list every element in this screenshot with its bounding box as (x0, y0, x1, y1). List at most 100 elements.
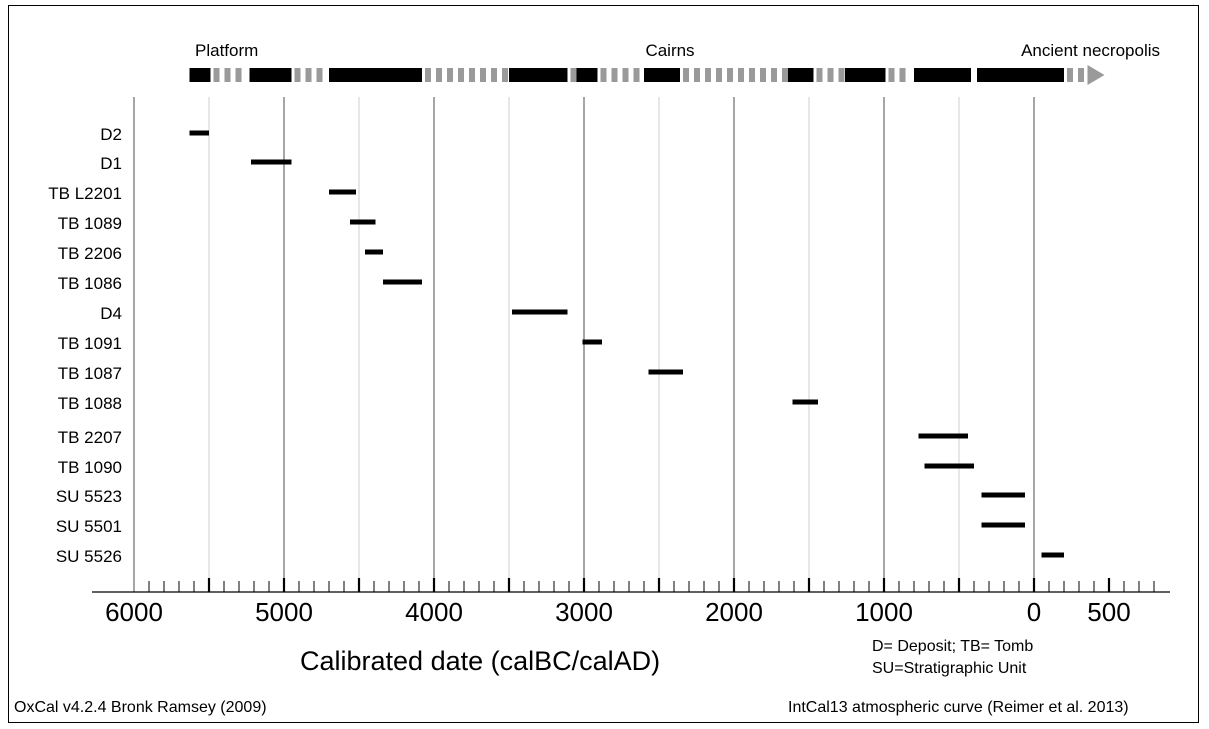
phase-labels: Platform Cairns Ancient necropolis (195, 41, 1160, 60)
phase-bar-dash (749, 68, 755, 82)
phase-bar-dash (782, 68, 788, 82)
sample-label: D1 (100, 154, 122, 173)
sample-label: TB 1091 (58, 334, 122, 353)
sample-label: TB 1086 (58, 274, 122, 293)
phase-bar-dash (1078, 68, 1084, 82)
phase-bar-solid-segment (644, 68, 680, 82)
phase-bar-dash (705, 68, 711, 82)
phase-bar-solid-segment (977, 68, 1064, 82)
x-tick-label: 0 (1027, 597, 1041, 627)
phase-bar-dash (447, 68, 453, 82)
date-range-bar (383, 279, 422, 285)
phase-bar-solid-segment (576, 68, 598, 82)
sample-label: D2 (100, 125, 122, 144)
phase-bar-dash (760, 68, 766, 82)
phase-bar-solid-segment (788, 68, 814, 82)
date-range-bar (1041, 552, 1064, 558)
phase-bar-dash (827, 68, 834, 82)
footer-calibration-curve: IntCal13 atmospheric curve (Reimer et al… (788, 699, 1129, 716)
phase-label: Cairns (645, 41, 694, 60)
x-tick-label: 500 (1087, 597, 1130, 627)
phase-bar-solid-segment (249, 68, 292, 82)
sample-label: TB 2207 (58, 428, 122, 447)
x-axis-title: Calibrated date (calBC/calAD) (300, 646, 661, 676)
date-range-bar (924, 463, 974, 469)
sample-label: TB L2201 (48, 184, 122, 203)
phase-bar-solid-segment (329, 68, 422, 82)
phase-bar-dash (633, 68, 640, 82)
sample-label: SU 5526 (56, 547, 122, 566)
x-tick-label: 3000 (555, 597, 613, 627)
sample-label: TB 2206 (58, 244, 122, 263)
date-ranges: D2 D1 TB L2201 TB 1089 TB 2206 TB 1086 D4 TB 10… (48, 125, 1064, 566)
date-range-bar (792, 399, 818, 405)
legend-note-deposit-tomb: D= Deposit; TB= Tomb (872, 638, 1034, 655)
phase-bar-dash (213, 68, 220, 82)
date-range-bar (189, 130, 209, 136)
date-range-bar (350, 219, 376, 225)
phase-bar-dash (469, 68, 475, 82)
sample-label: TB 1090 (58, 458, 122, 477)
x-tick-label: 5000 (255, 597, 313, 627)
phase-bar-solid-segment (845, 68, 886, 82)
phase-bar-dash (235, 68, 242, 82)
phase-bar-arrow-icon (1087, 65, 1105, 85)
date-range-bar (251, 159, 292, 165)
phase-bar-dash (224, 68, 231, 82)
gridlines (133, 97, 1035, 592)
phase-bar-dash (838, 68, 845, 82)
sample-label: SU 5523 (56, 487, 122, 506)
x-tick-label: 6000 (105, 597, 163, 627)
date-range-bar (582, 339, 602, 345)
x-axis: 6000 5000 4000 3000 2000 1000 0 500 (92, 578, 1170, 627)
sample-label: D4 (100, 304, 122, 323)
date-range-bar (329, 189, 356, 195)
x-tick-label: 2000 (705, 597, 763, 627)
phase-bar-dash (738, 68, 744, 82)
sample-label: TB 1089 (58, 214, 122, 233)
date-range-bar (648, 369, 683, 375)
sample-label: TB 1087 (58, 364, 122, 383)
phase-bar-dash (425, 68, 431, 82)
phase-bar-solid-segment (509, 68, 568, 82)
footer-software-credit: OxCal v4.2.4 Bronk Ramsey (2009) (14, 699, 267, 716)
phase-bar-dash (480, 68, 486, 82)
legend-note-stratigraphic-unit: SU=Stratigraphic Unit (872, 660, 1027, 677)
chart-frame (8, 5, 1199, 723)
phase-bar-dash (716, 68, 722, 82)
phase-bar-dash (305, 68, 312, 82)
x-tick-label: 4000 (405, 597, 463, 627)
phase-bar-dash (694, 68, 700, 82)
phase-bar-solid-segment (189, 68, 211, 82)
sample-label: SU 5501 (56, 517, 122, 536)
x-tick-label: 1000 (855, 597, 913, 627)
phase-bar-dash (611, 68, 618, 82)
phase-bar-dash (899, 68, 906, 82)
date-range-bar (365, 249, 383, 255)
phase-bar-dash (1067, 68, 1073, 82)
date-range-bar (918, 433, 968, 439)
phase-bar-solid-segment (914, 68, 971, 82)
phase-bar (189, 65, 1105, 85)
phase-label: Ancient necropolis (1021, 41, 1160, 60)
phase-bar-dash (683, 68, 689, 82)
phase-bar-dash (600, 68, 607, 82)
phase-bar-dash (491, 68, 497, 82)
phase-bar-dash (502, 68, 508, 82)
phase-label: Platform (195, 41, 258, 60)
phase-bar-dash (316, 68, 323, 82)
phase-bar-dash (771, 68, 777, 82)
date-range-bar (981, 492, 1025, 498)
phase-bar-dash (816, 68, 823, 82)
phase-bar-dash (294, 68, 301, 82)
phase-bar-dash (436, 68, 442, 82)
phase-bar-dash (622, 68, 629, 82)
date-range-bar (512, 309, 568, 315)
phase-bar-dash (458, 68, 464, 82)
sample-label: TB 1088 (58, 394, 122, 413)
phase-bar-dash (570, 68, 577, 82)
date-range-bar (981, 522, 1025, 528)
phase-bar-dash (888, 68, 895, 82)
phase-bar-dash (727, 68, 733, 82)
